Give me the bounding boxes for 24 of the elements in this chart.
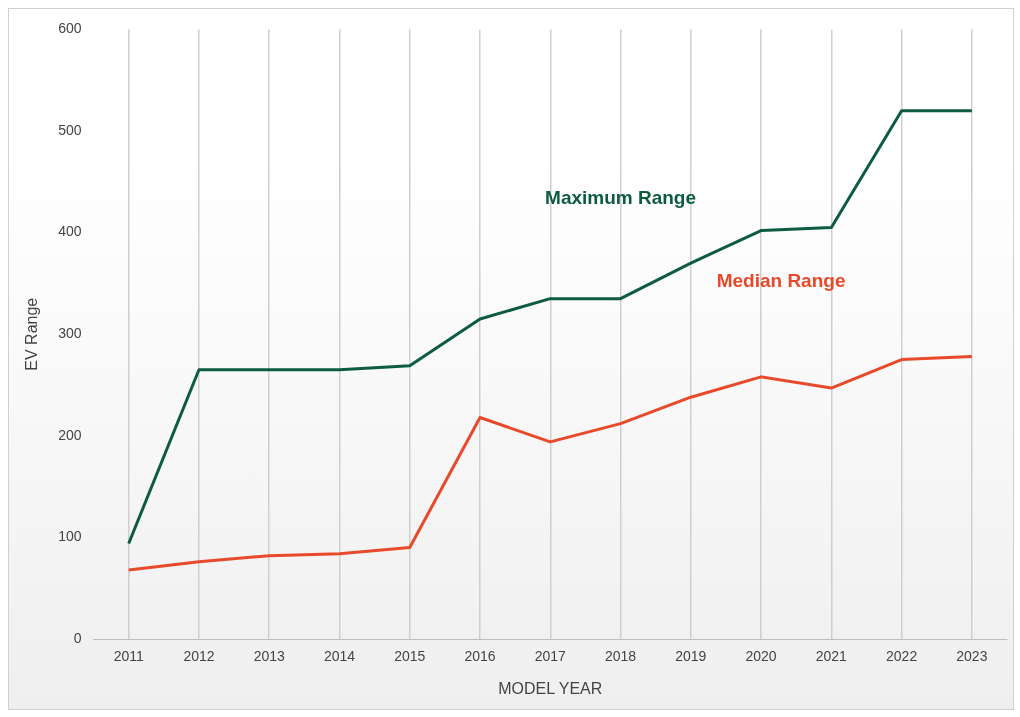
- x-tick-label: 2013: [253, 648, 285, 665]
- x-tick-label: 2014: [323, 648, 356, 665]
- x-tick-label: 2015: [394, 648, 426, 665]
- y-tick-label: 600: [58, 20, 82, 37]
- y-tick-label: 200: [58, 426, 82, 443]
- y-tick-label: 0: [73, 629, 82, 646]
- x-axis-title: MODEL YEAR: [498, 679, 603, 697]
- x-tick-label: 2011: [113, 648, 144, 665]
- x-tick-label: 2012: [183, 648, 215, 665]
- x-tick-label: 2016: [464, 648, 496, 665]
- y-tick-label: 400: [58, 223, 82, 240]
- x-tick-label: 2018: [604, 648, 637, 665]
- x-tick-label: 2019: [675, 648, 707, 665]
- x-tick-label: 2017: [534, 648, 567, 665]
- text: Median Range: [716, 270, 846, 292]
- y-axis-title: EV Range: [23, 297, 41, 371]
- x-tick-label: 2020: [745, 648, 777, 665]
- x-tick-label: 2021: [815, 648, 848, 665]
- y-tick-label: 300: [58, 325, 82, 342]
- text: Maximum Range: [545, 186, 697, 208]
- x-tick-label: 2023: [956, 648, 988, 665]
- y-tick-label: 100: [58, 528, 82, 545]
- y-tick-label: 500: [58, 121, 82, 138]
- x-tick-label: 2022: [886, 648, 918, 665]
